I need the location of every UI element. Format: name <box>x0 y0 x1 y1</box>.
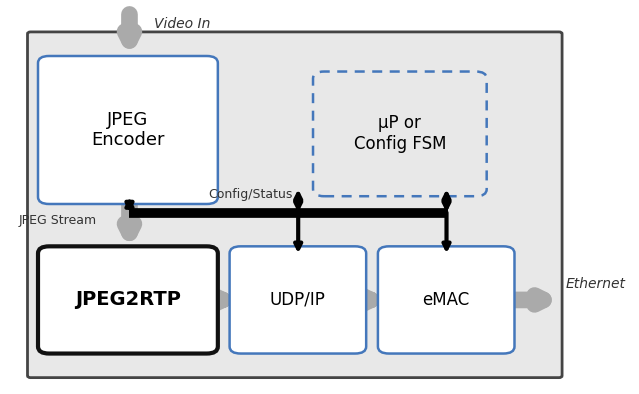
Text: UDP/IP: UDP/IP <box>270 291 326 309</box>
FancyBboxPatch shape <box>27 32 562 377</box>
Text: μP or
Config FSM: μP or Config FSM <box>353 115 446 153</box>
FancyBboxPatch shape <box>313 72 487 196</box>
Text: Video In: Video In <box>154 17 211 31</box>
FancyBboxPatch shape <box>229 246 366 353</box>
FancyBboxPatch shape <box>38 56 218 204</box>
Text: eMAC: eMAC <box>422 291 470 309</box>
FancyBboxPatch shape <box>378 246 514 353</box>
Text: JPEG Stream: JPEG Stream <box>19 214 96 227</box>
Text: Ethernet: Ethernet <box>565 277 625 292</box>
Text: JPEG
Encoder: JPEG Encoder <box>91 111 165 149</box>
Text: JPEG2RTP: JPEG2RTP <box>75 290 181 309</box>
FancyBboxPatch shape <box>38 246 218 353</box>
Text: Config/Status: Config/Status <box>208 188 292 201</box>
